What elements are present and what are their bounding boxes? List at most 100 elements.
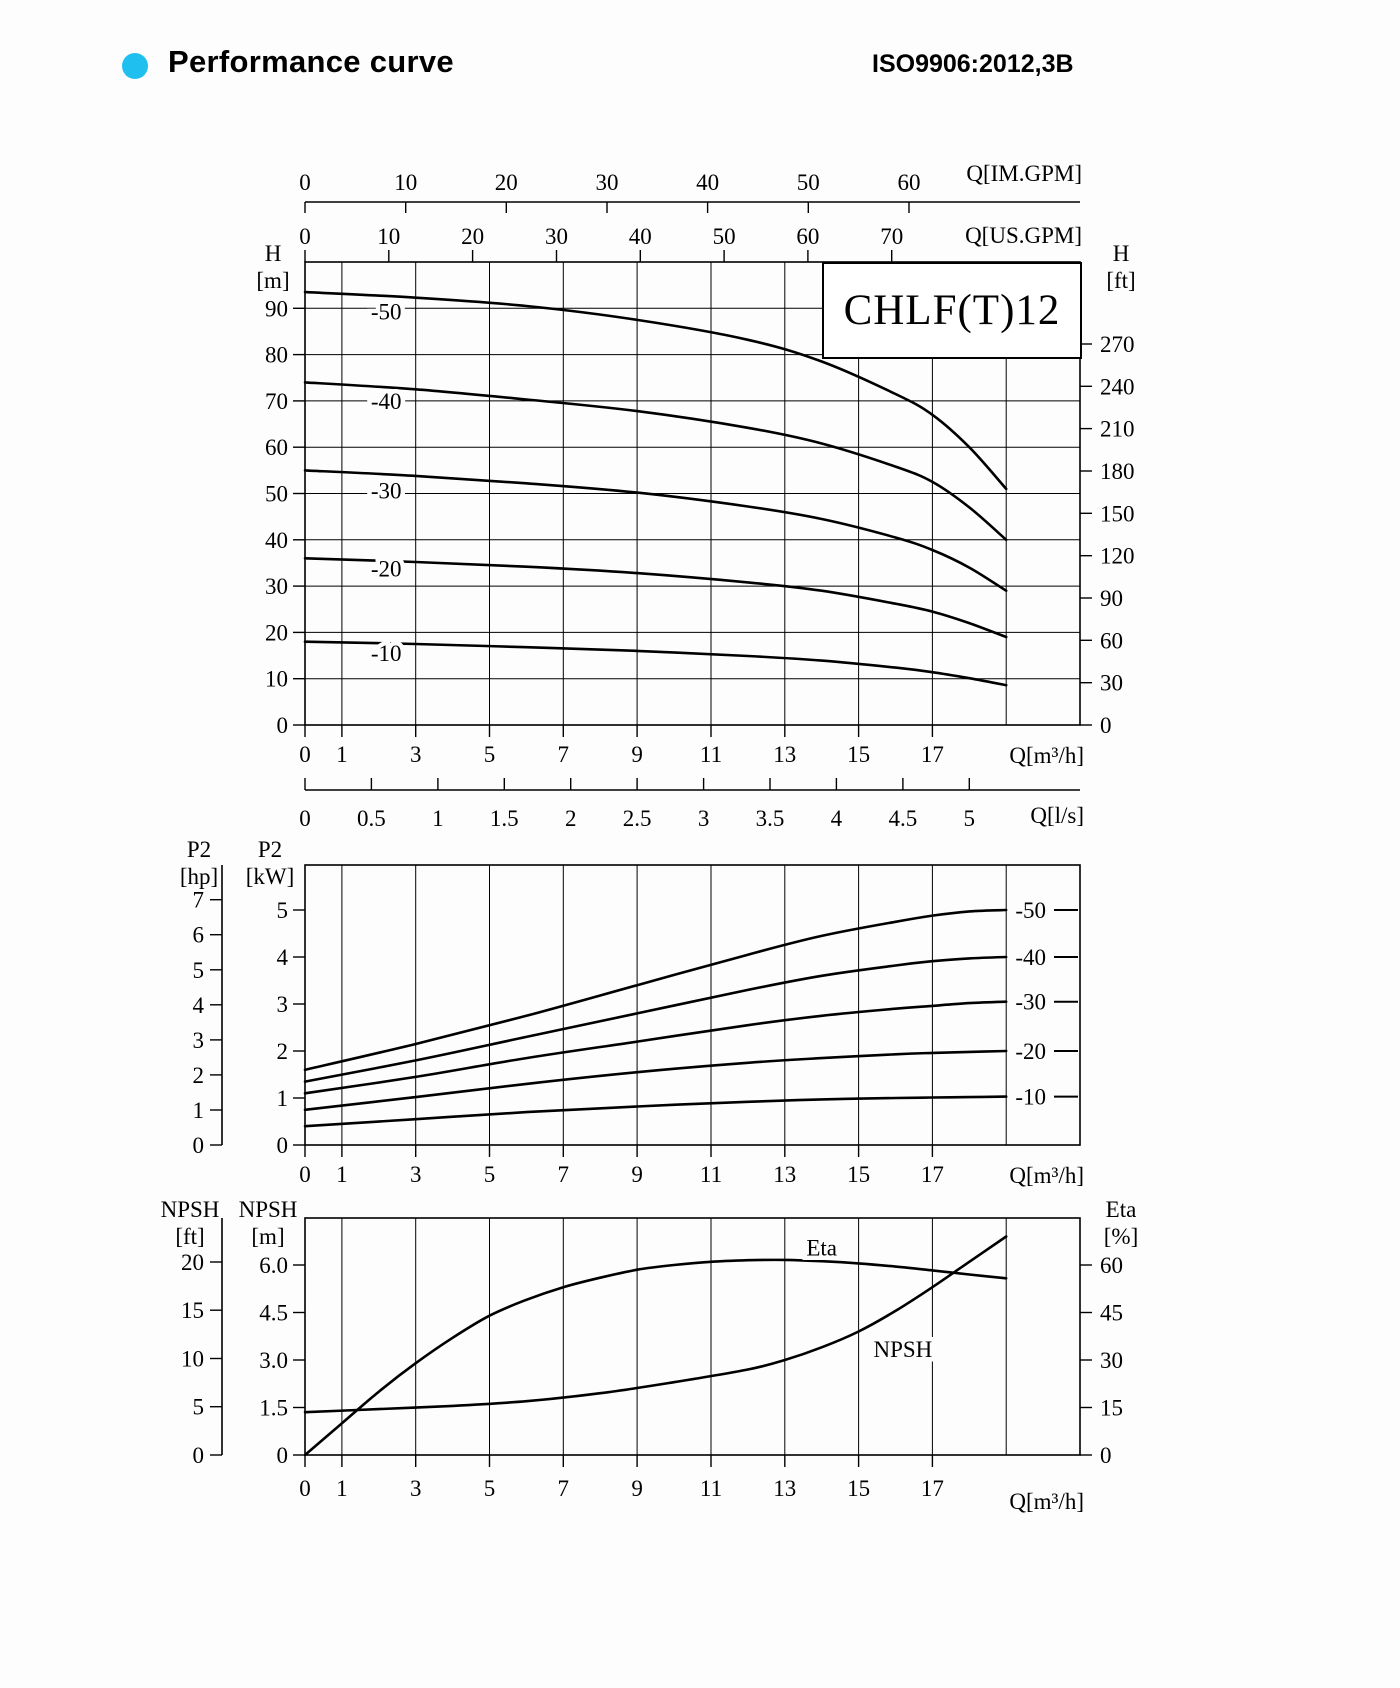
- tick-label: 20: [181, 1250, 204, 1275]
- tick-label: 3: [698, 806, 710, 831]
- curve--10: [303, 640, 1008, 687]
- curve--50: [303, 908, 1008, 1072]
- curve--30: [303, 469, 1008, 592]
- tick-label: 30: [265, 574, 288, 599]
- axis-unit: [hp]: [179, 864, 219, 889]
- axis-unit: [%]: [1103, 1224, 1139, 1249]
- tick-label: 15: [847, 742, 870, 767]
- tick-label: 90: [1100, 586, 1123, 611]
- tick-label: 7: [558, 1162, 570, 1187]
- axis-quantity: P2: [257, 837, 283, 862]
- curve-label: -50: [1015, 898, 1046, 923]
- tick-label: 0: [299, 1162, 311, 1187]
- curve--40: [303, 381, 1008, 542]
- tick-label: 0: [277, 1133, 289, 1158]
- plot-frame: [304, 1217, 1081, 1456]
- tick-label: 60: [1100, 628, 1123, 653]
- tick-label: 13: [773, 1476, 796, 1501]
- tick-label: 9: [631, 1476, 643, 1501]
- eta-axis-label: Eta [%]: [1094, 1196, 1148, 1250]
- tick-label: 3: [410, 1476, 422, 1501]
- tick-label: 50: [265, 482, 288, 507]
- curve-label: -20: [1015, 1039, 1046, 1064]
- q-m3h-axis-label-mid: Q[m³/h]: [1009, 1163, 1084, 1188]
- axis-unit: [m]: [256, 268, 290, 293]
- tick-label: 17: [921, 1476, 944, 1501]
- curve-label: -40: [371, 389, 402, 414]
- tick-label: 15: [181, 1298, 204, 1323]
- tick-label: 40: [265, 528, 288, 553]
- tick-label: 120: [1100, 544, 1135, 569]
- tick-label: 3.5: [756, 806, 785, 831]
- tick-label: 0: [277, 713, 289, 738]
- axis-quantity: H: [1112, 241, 1130, 266]
- model-text: CHLF(T)12: [843, 287, 1061, 334]
- h-m-axis-label: H [m]: [244, 240, 302, 294]
- curve-NPSH: [303, 1235, 1008, 1414]
- plot-frame: [304, 864, 1081, 1146]
- tick-label: 15: [847, 1476, 870, 1501]
- tick-label: 2: [565, 806, 577, 831]
- tick-label: 0: [193, 1133, 205, 1158]
- tick-label: 70: [880, 224, 903, 249]
- bullet-icon: [122, 53, 148, 79]
- tick-label: 0: [299, 742, 311, 767]
- im-gpm-axis-label: Q[IM.GPM]: [966, 161, 1082, 186]
- tick-label: 2.5: [623, 806, 652, 831]
- curve-label: -30: [1015, 990, 1046, 1015]
- tick-label: 11: [700, 1476, 722, 1501]
- tick-label: 11: [700, 742, 722, 767]
- tick-label: 5: [277, 898, 289, 923]
- p2-kw-axis-label: P2 [kW]: [238, 836, 302, 890]
- q-ls-axis-label: Q[l/s]: [1030, 803, 1084, 828]
- tick-label: 0: [299, 806, 311, 831]
- axis-unit: [ft]: [175, 1224, 205, 1249]
- axis-quantity: NPSH: [238, 1197, 298, 1222]
- tick-label: 10: [377, 224, 400, 249]
- axis-unit: [kW]: [245, 864, 295, 889]
- axis-unit: [ft]: [1106, 268, 1136, 293]
- curve--20: [303, 1049, 1008, 1112]
- tick-label: 45: [1100, 1301, 1123, 1326]
- tick-label: 30: [545, 224, 568, 249]
- tick-label: 0: [1100, 1443, 1112, 1468]
- tick-label: 1: [336, 1476, 348, 1501]
- tick-label: 50: [797, 170, 820, 195]
- tick-label: 17: [921, 1162, 944, 1187]
- tick-label: 4.5: [259, 1301, 288, 1326]
- curve-label: Eta: [806, 1236, 837, 1261]
- tick-label: 240: [1100, 374, 1135, 399]
- tick-label: 9: [631, 1162, 643, 1187]
- q-m3h-axis-label-top: Q[m³/h]: [1009, 743, 1084, 768]
- plot-frame: [304, 261, 1081, 726]
- tick-label: 180: [1100, 459, 1135, 484]
- axis-quantity: P2: [186, 837, 212, 862]
- tick-label: 7: [558, 742, 570, 767]
- tick-label: 70: [265, 389, 288, 414]
- tick-label: 1.5: [259, 1396, 288, 1421]
- tick-label: 60: [265, 435, 288, 460]
- curve--50: [303, 290, 1008, 491]
- curve-label: -40: [1015, 945, 1046, 970]
- axis-quantity: Eta: [1105, 1197, 1137, 1222]
- tick-label: 5: [484, 742, 496, 767]
- tick-label: 1: [336, 742, 348, 767]
- tick-label: 5: [484, 1476, 496, 1501]
- tick-label: 4: [277, 945, 289, 970]
- h-ft-axis-label: H [ft]: [1092, 240, 1150, 294]
- curve--40: [303, 955, 1008, 1083]
- tick-label: 9: [631, 742, 643, 767]
- tick-label: 0.5: [357, 806, 386, 831]
- tick-label: 40: [629, 224, 652, 249]
- tick-label: 80: [265, 343, 288, 368]
- tick-label: 15: [847, 1162, 870, 1187]
- tick-label: 0: [1100, 713, 1112, 738]
- tick-label: 0: [193, 1443, 205, 1468]
- tick-label: 6: [193, 923, 205, 948]
- tick-label: 210: [1100, 417, 1135, 442]
- tick-label: 7: [193, 888, 205, 913]
- tick-label: 13: [773, 742, 796, 767]
- tick-label: 60: [796, 224, 819, 249]
- tick-label: 3: [410, 1162, 422, 1187]
- tick-label: 1.5: [490, 806, 519, 831]
